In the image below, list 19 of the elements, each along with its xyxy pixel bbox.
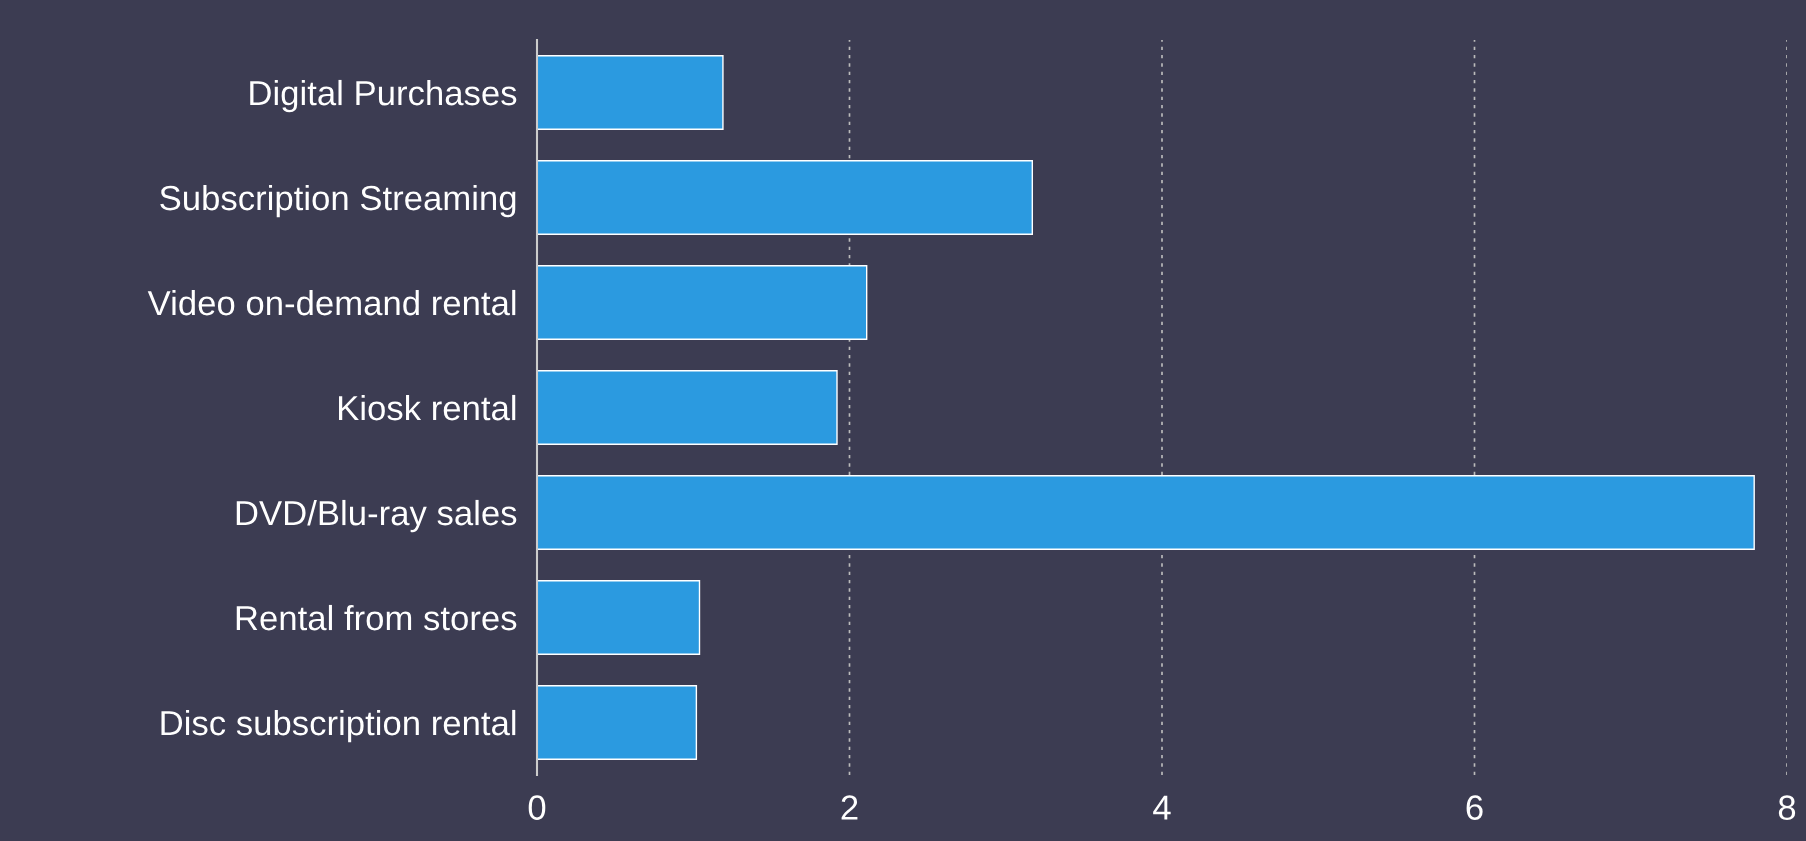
bar (537, 265, 868, 340)
bar (537, 160, 1034, 235)
x-tick-label: 8 (1778, 795, 1796, 820)
x-tick-label: 2 (841, 795, 858, 820)
y-tick-label: Rental from stores (236, 604, 517, 631)
bar (537, 475, 1755, 550)
bar (537, 580, 701, 655)
x-tick-label: 0 (528, 795, 546, 820)
y-tick-label: Disc subscription rental (161, 709, 516, 743)
bar (537, 55, 724, 130)
y-tick-label: Kiosk rental (339, 394, 516, 421)
bar (537, 370, 838, 445)
y-tick-label: Subscription Streaming (160, 184, 516, 218)
x-tick-label: 4 (1153, 795, 1171, 820)
bar (537, 685, 698, 760)
y-tick-label: Digital Purchases (250, 79, 517, 113)
y-tick-label: DVD/Blu-ray sales (236, 499, 517, 533)
x-tick-label: 6 (1466, 795, 1483, 820)
y-tick-label: Video on-demand rental (147, 289, 516, 316)
